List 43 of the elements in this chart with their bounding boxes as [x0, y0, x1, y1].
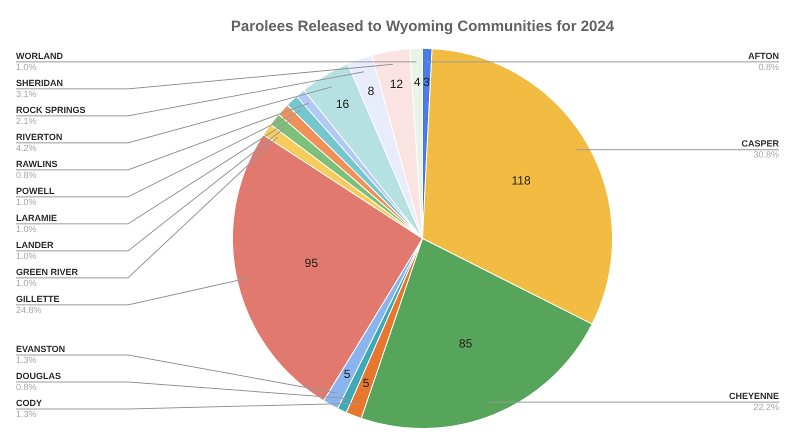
slice-label: CHEYENNE: [728, 391, 779, 402]
data-label: 118: [511, 174, 531, 188]
text: 1.3%: [16, 408, 37, 419]
slice-label: RIVERTON: [16, 132, 62, 142]
text: 3.1%: [16, 88, 37, 99]
slice-label: CASPER: [741, 138, 780, 149]
text: 1.0%: [16, 196, 37, 207]
data-label: 5: [344, 367, 351, 382]
slice-label: CODY: [16, 398, 42, 408]
text: 30.8%: [753, 150, 779, 160]
slice-label: GILLETTE: [16, 294, 60, 304]
text: 1.3%: [16, 354, 37, 365]
slice-label: WORLAND: [16, 50, 64, 61]
slice-label: AFTON: [748, 50, 779, 61]
data-label: 85: [458, 336, 473, 350]
text: 4.2%: [16, 142, 37, 153]
slice-label: LARAMIE: [16, 212, 57, 223]
text: 1.0%: [16, 62, 37, 72]
text: 22.2%: [753, 402, 779, 412]
text: 24.8%: [16, 304, 42, 315]
data-label: 8: [368, 84, 375, 98]
data-label: 4: [414, 75, 421, 90]
slice-label: LANDER: [16, 240, 54, 250]
text: 0.8%: [16, 170, 37, 180]
data-label: 5: [362, 376, 370, 390]
slice-label: SHERIDAN: [16, 78, 64, 88]
slice-label: POWELL: [16, 186, 55, 196]
text: 0.8%: [758, 62, 779, 72]
text: 1.0%: [16, 278, 37, 288]
text: 1.0%: [16, 224, 37, 234]
data-label: 95: [304, 256, 318, 270]
text: 0.8%: [16, 382, 37, 392]
slice-label: RAWLINS: [16, 158, 58, 169]
data-label: 16: [336, 97, 350, 112]
chart-title: Parolees Released to Wyoming Communities for 2024: [230, 18, 615, 36]
slice-label: GREEN RIVER: [16, 266, 79, 277]
text: 2.1%: [16, 116, 37, 126]
data-label: 12: [390, 77, 404, 92]
slice-label: ROCK SPRINGS: [16, 104, 86, 115]
slice-label: EVANSTON: [16, 344, 66, 354]
text: 1.0%: [16, 250, 37, 261]
data-label: 3: [423, 75, 430, 90]
slice-label: DOUGLAS: [16, 370, 61, 381]
